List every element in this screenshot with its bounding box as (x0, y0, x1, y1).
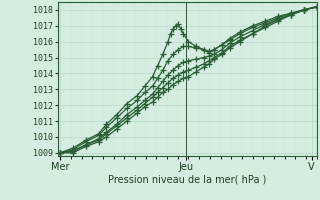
X-axis label: Pression niveau de la mer( hPa ): Pression niveau de la mer( hPa ) (108, 174, 266, 184)
